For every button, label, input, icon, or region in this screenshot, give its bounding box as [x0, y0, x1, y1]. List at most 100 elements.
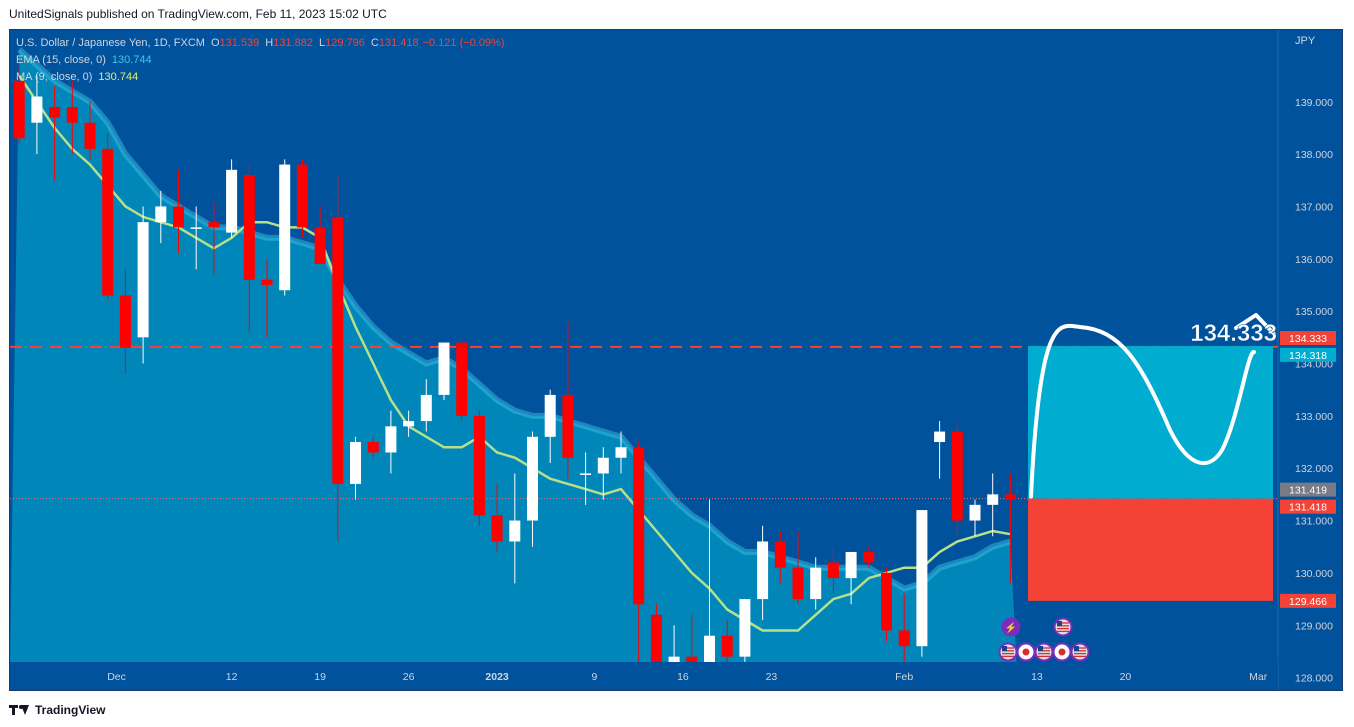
published-caption: UnitedSignals published on TradingView.c… — [9, 7, 387, 21]
candle[interactable] — [155, 190, 167, 244]
candle[interactable] — [969, 499, 981, 537]
jp-flag-event-icon[interactable] — [1052, 642, 1072, 662]
candle[interactable] — [456, 342, 468, 422]
candle[interactable] — [66, 80, 78, 155]
candle-body — [845, 551, 857, 579]
x-tick-label: 9 — [592, 671, 598, 683]
x-tick-label: 12 — [226, 671, 238, 683]
candle[interactable] — [580, 452, 592, 505]
price-chart[interactable]: 134.333 ⚡ JPY 139.000 138.000 137.000 136.00… — [10, 30, 1342, 710]
candle[interactable] — [774, 531, 786, 584]
candle[interactable] — [226, 159, 238, 238]
us-flag-event-icon[interactable] — [998, 642, 1018, 662]
price-axis-badge[interactable]: 131.419 — [1280, 482, 1336, 497]
price-badge-label: 129.466 — [1289, 596, 1327, 608]
legend-ohlc-label: O — [211, 37, 220, 49]
candle[interactable] — [190, 206, 202, 270]
footer-brand[interactable]: TradingView — [9, 701, 105, 719]
legend-ohlc-value: 129.796 — [325, 37, 365, 49]
candle[interactable] — [527, 431, 538, 547]
candle[interactable] — [704, 499, 715, 689]
legend-ema-label: EMA (15, close, 0) — [16, 54, 106, 66]
candle[interactable] — [367, 436, 379, 458]
candle-body — [951, 431, 963, 521]
candle[interactable] — [898, 593, 910, 668]
candle[interactable] — [951, 421, 963, 537]
candle[interactable] — [137, 206, 149, 364]
legend-ohlc-label: C — [371, 37, 379, 49]
event-badge — [1001, 617, 1021, 637]
candle[interactable] — [987, 473, 999, 537]
candle[interactable] — [757, 525, 769, 621]
us-flag-event-icon[interactable] — [1034, 642, 1054, 662]
candle[interactable] — [473, 410, 485, 526]
candle[interactable] — [438, 342, 450, 401]
candle[interactable] — [84, 101, 96, 160]
candle-body — [792, 567, 804, 600]
candle[interactable] — [420, 379, 432, 432]
price-axis-badge[interactable]: 134.333 — [1280, 331, 1336, 346]
candle-body — [987, 494, 999, 505]
candle[interactable] — [173, 169, 184, 254]
candle[interactable] — [350, 436, 361, 500]
candle[interactable] — [243, 164, 255, 333]
candle[interactable] — [810, 557, 822, 610]
candle[interactable] — [279, 159, 291, 296]
target-zone-box[interactable] — [1028, 346, 1273, 499]
candle[interactable] — [119, 269, 131, 374]
candle[interactable] — [332, 175, 344, 542]
candle-body — [633, 447, 645, 605]
us-flag-event-icon[interactable] — [1070, 642, 1090, 662]
stop-zone-box[interactable] — [1028, 498, 1273, 601]
event-flag-dot — [1022, 648, 1030, 656]
ema-ribbon-area — [10, 49, 1017, 662]
candle[interactable] — [916, 510, 928, 657]
price-axis-badge[interactable]: 134.318 — [1280, 347, 1336, 362]
us-flag-event-icon[interactable] — [1053, 617, 1073, 637]
candle[interactable] — [385, 410, 397, 474]
y-tick-label: 139.000 — [1295, 97, 1333, 109]
price-axis-badge[interactable]: 129.466 — [1280, 593, 1336, 608]
candle-body — [190, 227, 202, 229]
time-axis[interactable] — [10, 662, 1278, 690]
candle[interactable] — [261, 258, 273, 338]
candle-body — [774, 541, 786, 568]
candle-body — [1004, 494, 1016, 500]
x-tick-label: 23 — [766, 671, 778, 683]
candle[interactable] — [827, 546, 839, 594]
candle[interactable] — [31, 75, 43, 155]
legend-ohlc-value: 131.418 — [379, 37, 419, 49]
candle[interactable] — [881, 567, 892, 641]
candle[interactable] — [544, 389, 556, 463]
candle[interactable] — [633, 442, 645, 683]
candle[interactable] — [845, 551, 857, 605]
candle[interactable] — [208, 201, 220, 275]
candle[interactable] — [13, 65, 25, 144]
candle[interactable] — [102, 133, 114, 301]
candle-body — [597, 457, 609, 474]
candle[interactable] — [562, 321, 574, 479]
price-badge-bg — [1280, 593, 1336, 608]
candle[interactable] — [863, 546, 875, 568]
candle-body — [243, 175, 255, 280]
candle[interactable] — [296, 159, 308, 238]
candle[interactable] — [314, 206, 326, 265]
candle[interactable] — [615, 431, 627, 474]
candle[interactable] — [934, 421, 946, 479]
candle[interactable] — [597, 447, 609, 500]
candle[interactable] — [792, 531, 804, 605]
candle[interactable] — [739, 599, 751, 662]
candle[interactable] — [49, 86, 61, 181]
lightning-event-icon[interactable]: ⚡ — [1001, 617, 1021, 637]
candle-body — [314, 227, 326, 265]
candle[interactable] — [403, 410, 415, 437]
price-axis-badge[interactable]: 131.418 — [1280, 499, 1336, 514]
candle[interactable] — [509, 473, 521, 584]
candle-body — [881, 572, 892, 631]
candle-body — [704, 635, 715, 678]
candle[interactable] — [1004, 473, 1016, 584]
chart-frame[interactable]: 134.333 ⚡ JPY 139.000 138.000 137.000 136.00… — [9, 29, 1343, 710]
jp-flag-event-icon[interactable] — [1016, 642, 1036, 662]
x-tick-label: 26 — [403, 671, 415, 683]
candle[interactable] — [491, 483, 503, 552]
